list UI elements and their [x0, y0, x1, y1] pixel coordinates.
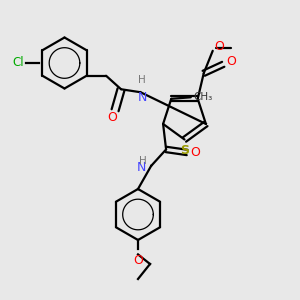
Text: H: H: [139, 156, 147, 166]
Text: Cl: Cl: [12, 56, 24, 70]
Text: O: O: [190, 146, 200, 159]
Text: N: N: [137, 91, 147, 104]
Text: O: O: [133, 254, 143, 267]
Text: S: S: [180, 144, 189, 157]
Text: O: O: [214, 40, 224, 53]
Text: N: N: [137, 161, 147, 174]
Text: H: H: [138, 75, 146, 85]
Text: CH₃: CH₃: [194, 92, 213, 102]
Text: O: O: [107, 111, 117, 124]
Text: O: O: [226, 55, 236, 68]
